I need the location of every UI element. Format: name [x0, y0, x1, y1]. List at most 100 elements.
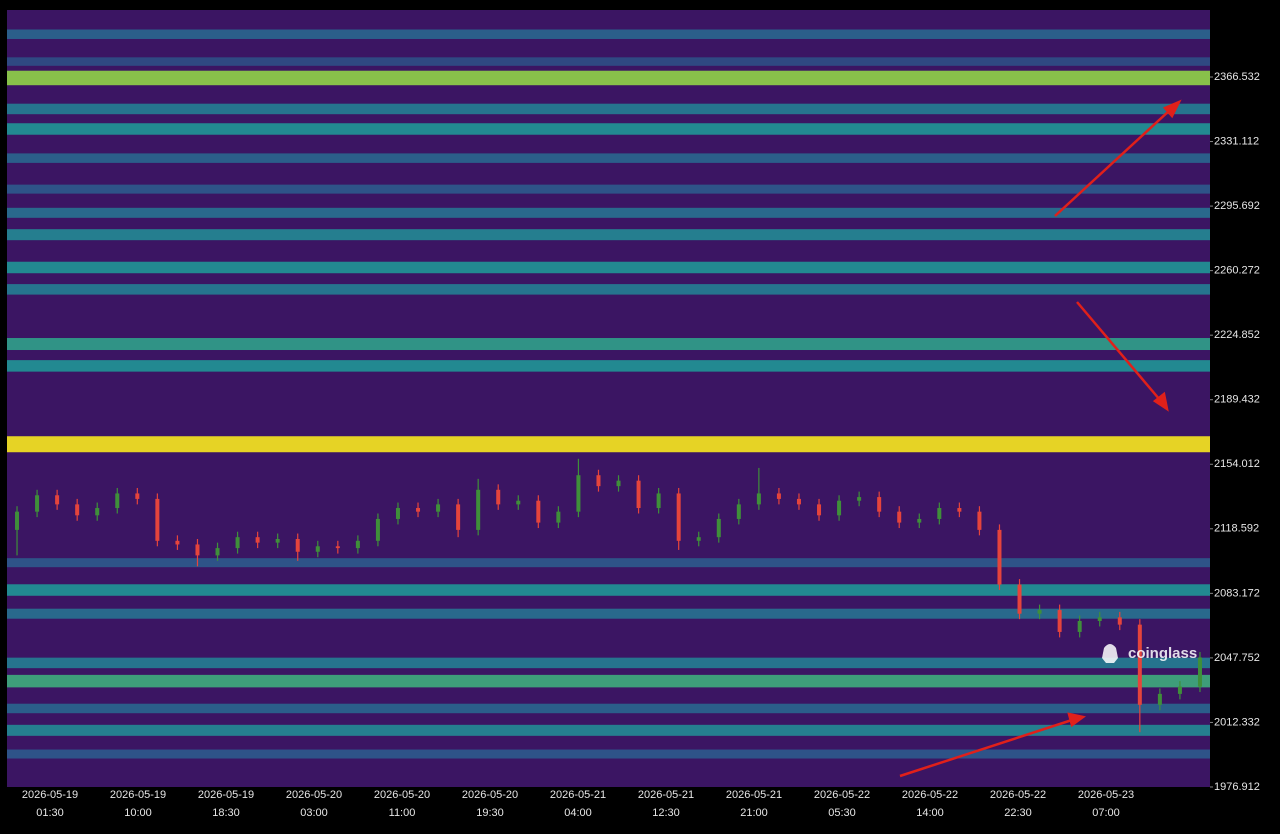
candle-body: [1017, 584, 1022, 614]
x-tick-date: 2026-05-23: [1078, 789, 1134, 801]
x-tick-time: 21:00: [740, 807, 768, 819]
candle-body: [736, 504, 741, 519]
candle-body: [1077, 620, 1082, 632]
y-tick-label: 2331.112: [1214, 135, 1259, 147]
x-tick-date: 2026-05-20: [374, 789, 430, 801]
arrow: [1054, 109, 1171, 217]
candle-body: [75, 504, 80, 516]
candle-body: [235, 537, 240, 549]
x-tick-time: 04:00: [564, 807, 592, 819]
candle-body: [616, 480, 621, 487]
heatmap-band: [7, 338, 1210, 351]
y-tick-label: 1976.912: [1214, 781, 1260, 793]
x-tick-date: 2026-05-22: [990, 789, 1046, 801]
y-tick-label: 2366.532: [1214, 71, 1260, 83]
candle-body: [476, 489, 481, 530]
candle-body: [1197, 657, 1202, 687]
candle-body: [636, 480, 641, 509]
candle-body: [997, 529, 1002, 585]
y-tick-label: 2260.272: [1214, 265, 1260, 277]
x-tick-time: 12:30: [652, 807, 680, 819]
y-tick-label: 2224.852: [1214, 329, 1260, 341]
heatmap-band: [7, 724, 1210, 736]
candle-body: [1177, 686, 1182, 694]
candle-body: [456, 504, 461, 530]
candle-body: [516, 500, 521, 505]
heatmap-band: [7, 103, 1210, 115]
x-axis: 2026-05-19 01:30 2026-05-19 10:00 2026-05-19…: [22, 789, 1134, 819]
candle-body: [957, 508, 962, 512]
y-tick-label: 2189.432: [1214, 394, 1260, 406]
candle-body: [817, 504, 822, 516]
candle-body: [155, 498, 160, 541]
heatmap-band: [7, 284, 1210, 295]
candle-body: [656, 493, 661, 509]
heatmap-band: [7, 608, 1210, 619]
arrow: [899, 718, 1073, 778]
annotation-arrows: [899, 99, 1182, 778]
heatmap-band: [7, 360, 1210, 372]
candle-body: [1117, 617, 1122, 625]
candle-body: [395, 508, 400, 519]
candle-body: [756, 493, 761, 505]
candle-body: [556, 511, 561, 523]
candle-body: [255, 537, 260, 543]
x-tick-time: 07:00: [1092, 807, 1120, 819]
candle-body: [496, 489, 501, 505]
heatmap: [7, 29, 1210, 759]
candle-body: [135, 493, 140, 499]
candle-body: [716, 518, 721, 538]
candle-body: [335, 546, 340, 549]
candle-body: [436, 504, 441, 512]
heatmap-band: [7, 261, 1210, 274]
x-tick-time: 14:00: [916, 807, 944, 819]
y-tick-label: 2154.012: [1214, 458, 1260, 470]
x-tick-date: 2026-05-19: [110, 789, 166, 801]
x-tick-time: 03:00: [300, 807, 328, 819]
arrow-head: [1067, 712, 1086, 728]
y-axis: 2366.532 2331.112 2295.692 2260.272 2224.852…: [1210, 71, 1260, 793]
candle-body: [1097, 617, 1102, 621]
y-tick-label: 2083.172: [1214, 587, 1260, 599]
candle-body: [175, 540, 180, 545]
x-tick-time: 19:30: [476, 807, 504, 819]
plot-area: [7, 10, 1210, 787]
x-tick-date: 2026-05-20: [286, 789, 342, 801]
candle-body: [275, 538, 280, 543]
heatmap-band: [7, 703, 1210, 714]
x-tick-time: 01:30: [36, 807, 64, 819]
x-tick-date: 2026-05-22: [814, 789, 870, 801]
arrow-head: [1152, 391, 1169, 412]
heatmap-band: [7, 207, 1210, 218]
candle-body: [1157, 693, 1162, 705]
candle-body: [837, 500, 842, 516]
x-tick-time: 11:00: [389, 807, 416, 819]
candle-body: [115, 493, 120, 509]
x-tick-time: 22:30: [1004, 807, 1032, 819]
arrow-head: [1162, 99, 1182, 119]
x-tick-date: 2026-05-19: [198, 789, 254, 801]
candle-body: [35, 495, 40, 512]
y-tick-label: 2118.592: [1214, 523, 1259, 535]
arrow: [1076, 301, 1161, 401]
candle-body: [676, 493, 681, 541]
watermark: coinglass: [1102, 644, 1197, 663]
candle-body: [576, 475, 581, 512]
candle-body: [977, 511, 982, 530]
heatmap-band: [7, 674, 1210, 688]
heatmap-band: [7, 584, 1210, 596]
candle-body: [596, 475, 601, 487]
watermark-text: coinglass: [1128, 645, 1197, 662]
heatmap-band: [7, 657, 1210, 669]
heatmap-band: [7, 184, 1210, 194]
x-tick-time: 10:00: [124, 807, 152, 819]
candle-body: [937, 508, 942, 519]
heatmap-band: [7, 123, 1210, 135]
candle-body: [95, 508, 100, 516]
watermark-logo: [1102, 644, 1118, 663]
candle-body: [195, 544, 200, 556]
x-tick-date: 2026-05-22: [902, 789, 958, 801]
candle-body: [55, 495, 60, 505]
candle-body: [15, 511, 20, 530]
heatmap-band: [7, 57, 1210, 66]
